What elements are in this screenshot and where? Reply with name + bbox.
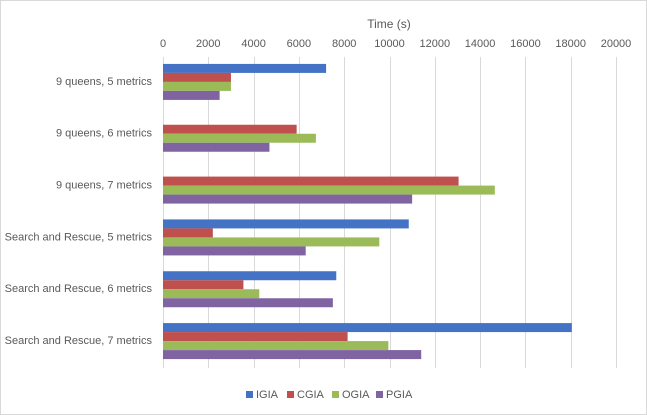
legend-swatch-cgia: [287, 391, 294, 398]
category-label: 9 queens, 5 metrics: [56, 76, 152, 88]
bar-pgia-5: [163, 350, 422, 360]
bar-pgia-4: [163, 298, 333, 308]
category-label: Search and Rescue, 5 metrics: [5, 231, 153, 243]
bar-cgia-5: [163, 332, 348, 342]
bar-pgia-0: [163, 90, 220, 100]
legend-label-pgia: PGIA: [386, 389, 413, 401]
category-label: 9 queens, 6 metrics: [56, 128, 152, 140]
bar-cgia-2: [163, 176, 459, 186]
legend-swatch-pgia: [376, 391, 383, 398]
category-labels: 9 queens, 5 metrics 9 queens, 6 metrics 9 …: [5, 76, 153, 347]
legend-swatch-igia: [246, 391, 253, 398]
x-tick-label: 0: [160, 38, 166, 50]
legend-swatch-ogia: [332, 391, 339, 398]
bar-igia-5: [163, 323, 572, 333]
bar-igia-0: [163, 63, 327, 73]
legend-label-ogia: OGIA: [342, 389, 370, 401]
x-tick-label: 14000: [465, 38, 496, 50]
gridlines: [163, 57, 617, 368]
x-tick-label: 6000: [287, 38, 311, 50]
category-label: Search and Rescue, 6 metrics: [5, 283, 153, 295]
x-tick-label: 10000: [374, 38, 405, 50]
x-tick-label: 16000: [510, 38, 541, 50]
bar-pgia-1: [163, 142, 270, 152]
legend: IGIA CGIA OGIA PGIA: [246, 389, 413, 401]
bar-cgia-0: [163, 72, 231, 82]
bar-igia-3: [163, 219, 409, 229]
x-tick-label: 12000: [420, 38, 451, 50]
x-tick-label: 4000: [241, 38, 265, 50]
bar-pgia-2: [163, 194, 413, 204]
x-tick-label: 2000: [196, 38, 220, 50]
bar-igia-4: [163, 271, 337, 281]
legend-label-cgia: CGIA: [297, 389, 325, 401]
category-label: 9 queens, 7 metrics: [56, 179, 152, 191]
bar-ogia-4: [163, 289, 260, 299]
bar-ogia-0: [163, 81, 231, 91]
x-axis-title: Time (s): [367, 17, 411, 31]
x-tick-label: 8000: [332, 38, 356, 50]
x-tick-labels: 0 2000 4000 6000 8000 10000 12000 14000 16000 180…: [160, 38, 631, 50]
bar-pgia-3: [163, 246, 306, 256]
bars: [163, 63, 572, 360]
x-tick-label: 20000: [601, 38, 632, 50]
bar-ogia-2: [163, 185, 495, 195]
x-tick-label: 18000: [555, 38, 586, 50]
bar-cgia-4: [163, 280, 244, 290]
bar-ogia-1: [163, 133, 316, 143]
bar-cgia-3: [163, 228, 213, 238]
bar-ogia-3: [163, 237, 380, 247]
bar-ogia-5: [163, 341, 389, 351]
category-label: Search and Rescue, 7 metrics: [5, 335, 153, 347]
legend-label-igia: IGIA: [256, 389, 279, 401]
bar-cgia-1: [163, 124, 297, 134]
